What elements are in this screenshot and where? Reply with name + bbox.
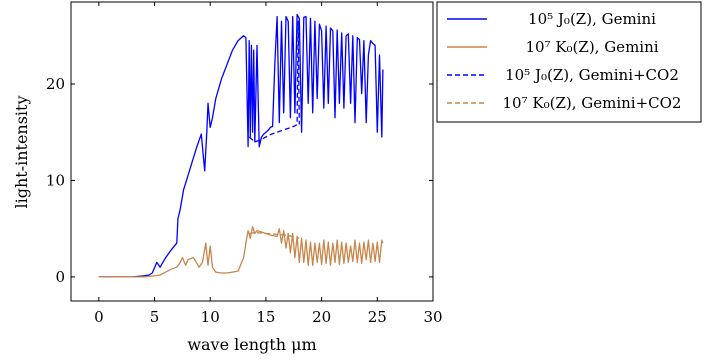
y-axis-title: light-intensity [12, 95, 31, 208]
x-axis-title: wave length μm [187, 335, 316, 354]
y-tick-label: 10 [46, 171, 65, 189]
plot-frame [70, 1, 434, 302]
y-axis-ticks: 0 10 20 [46, 75, 433, 286]
legend-label-3: 10⁵ J₀(Z), Gemini+CO2 [505, 66, 679, 84]
x-tick-label: 5 [150, 308, 160, 326]
legend: 10⁵ J₀(Z), Gemini 10⁷ K₀(Z), Gemini 10⁵ J₀… [436, 1, 702, 123]
legend-label-2: 10⁷ K₀(Z), Gemini [525, 38, 658, 56]
legend-box [436, 1, 702, 123]
series-line-4 [249, 231, 300, 239]
x-tick-label: 25 [368, 308, 387, 326]
plot-lines [98, 13, 384, 278]
x-tick-label: 20 [312, 308, 331, 326]
legend-entries: 10⁵ J₀(Z), Gemini 10⁷ K₀(Z), Gemini 10⁵ J₀… [447, 10, 681, 112]
y-tick-label: 20 [46, 75, 65, 93]
y-tick-label: 0 [55, 268, 65, 286]
legend-label-4: 10⁷ K₀(Z), Gemini+CO2 [503, 94, 682, 112]
series-line-1 [98, 13, 384, 278]
x-tick-label: 15 [256, 308, 275, 326]
x-tick-label: 0 [94, 308, 104, 326]
legend-label-1: 10⁵ J₀(Z), Gemini [528, 10, 656, 28]
x-tick-label: 10 [201, 308, 220, 326]
series-line-2 [98, 226, 384, 278]
x-axis-ticks: 0 5 10 15 20 25 30 [94, 2, 443, 326]
x-tick-label: 30 [423, 308, 442, 326]
series-line-3 [248, 20, 300, 143]
